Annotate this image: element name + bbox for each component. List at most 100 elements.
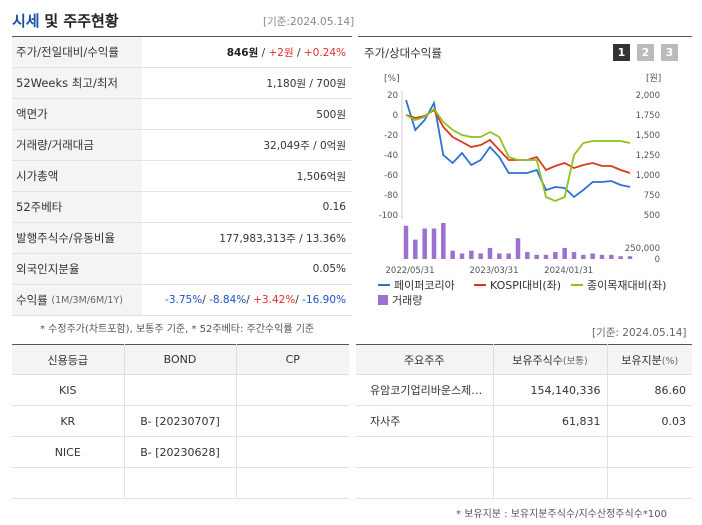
summary-label: 52주베타 <box>12 192 142 222</box>
chart-page-1-button[interactable]: 1 <box>613 44 630 61</box>
volume-bar <box>618 256 623 259</box>
series-line-0 <box>405 99 631 199</box>
chart-page-2-button[interactable]: 2 <box>637 44 654 61</box>
table-row <box>356 436 692 468</box>
volume-bar <box>534 254 539 259</box>
table-row: KIS <box>12 374 349 406</box>
x-tick-label: 2022/05/31 <box>386 266 435 276</box>
y-left-tick-label: -80 <box>384 191 398 201</box>
summary-row-shares: 발행주식수/유동비율 177,983,313주 / 13.36% <box>12 223 352 254</box>
y-right-tick-label: 1,250 <box>636 151 660 161</box>
series-line-2 <box>405 107 631 202</box>
column-header: 보유지분(%) <box>607 344 692 375</box>
legend-swatch <box>571 284 583 286</box>
volume-bar <box>515 238 521 259</box>
summary-row-par-value: 액면가 500원 <box>12 99 352 130</box>
volume-bar <box>599 254 605 259</box>
summary-row-52weeks: 52Weeks 최고/최저 1,180원 / 700원 <box>12 68 352 99</box>
table-header-row: 신용등급 BOND CP <box>12 344 349 375</box>
section-title-main: 시세 <box>12 12 40 30</box>
y-right-tick-label: 1,000 <box>636 171 660 181</box>
volume-bar <box>609 254 614 259</box>
volume-bar <box>590 253 595 259</box>
legend-swatch <box>378 295 388 305</box>
table-cell <box>356 467 494 499</box>
holders-reference-date: [기준: 2024.05.14] <box>592 327 687 339</box>
volume-bar <box>497 253 502 259</box>
reference-date: [기준:2024.05.14] <box>263 16 355 28</box>
column-header: 주요주주 <box>356 344 494 375</box>
table-cell <box>12 467 125 499</box>
volume-tick-label: 250,000 <box>625 244 660 254</box>
y-left-tick-label: 20 <box>387 91 398 101</box>
return-1m: -3.75% <box>165 294 203 306</box>
table-cell <box>493 467 608 499</box>
table-cell <box>236 374 349 406</box>
table-row <box>356 467 692 499</box>
summary-value: 0.16 <box>322 201 346 213</box>
price-value: 846원 <box>226 46 259 59</box>
table-cell <box>607 436 692 468</box>
table-cell: B- [20230628] <box>124 436 237 468</box>
table-cell: 0.03 <box>607 405 692 437</box>
right-axis-unit: [원] <box>646 73 661 84</box>
summary-row-market-cap: 시가총액 1,506억원 <box>12 161 352 192</box>
table-cell <box>236 467 349 499</box>
legend-swatch <box>378 284 390 286</box>
summary-row-foreign: 외국인지분율 0.05% <box>12 254 352 285</box>
left-axis-unit: [%] <box>384 74 400 84</box>
table-row: NICE B- [20230628] <box>12 436 349 468</box>
volume-tick-label: 0 <box>655 255 660 265</box>
table-row: KR B- [20230707] <box>12 405 349 437</box>
y-right-tick-label: 1,500 <box>636 131 660 141</box>
summary-value: 1,506억원 <box>296 170 346 183</box>
table-cell: KIS <box>12 374 125 406</box>
return-1y: -16.90% <box>302 294 346 306</box>
x-tick-label: 2024/01/31 <box>544 266 593 276</box>
volume-bar <box>441 223 446 259</box>
table-cell <box>124 467 237 499</box>
y-right-tick-label: 750 <box>644 191 660 201</box>
y-left-tick-label: -60 <box>384 171 398 181</box>
return-3m: -8.84% <box>209 294 247 306</box>
table-cell: B- [20230707] <box>124 405 237 437</box>
volume-bar <box>413 239 418 259</box>
table-cell <box>493 436 608 468</box>
y-left-tick-label: -100 <box>379 211 398 221</box>
summary-value: 0.05% <box>312 263 346 275</box>
column-header: 신용등급 <box>12 344 125 375</box>
summary-note: * 수정주가(차트포함), 보통주 기준, * 52주베타: 주간수익률 기준 <box>40 324 315 335</box>
chart-plot: [%] [원] 20 0 -20 -40 -60 -80 -100 2,000 1,750 1,500… <box>379 73 662 276</box>
volume-bar <box>478 253 483 259</box>
table-cell <box>607 467 692 499</box>
table-cell: KR <box>12 405 125 437</box>
volume-bar <box>562 247 567 259</box>
table-cell <box>124 374 237 406</box>
column-header: CP <box>236 344 349 375</box>
legend-swatch <box>474 284 486 286</box>
price-change: +2원 <box>268 46 294 59</box>
legend-item-paper: 종이목재대비(좌) <box>571 277 666 293</box>
table-cell: 154,140,336 <box>493 374 608 406</box>
y-right-tick-label: 2,000 <box>636 91 660 101</box>
volume-bar <box>403 225 409 259</box>
price-chart-panel: 주가/상대수익률 1 2 3 [%] [원] 20 0 -20 -40 -60 -80 -100… <box>358 36 692 311</box>
summary-label: 발행주식수/유동비율 <box>12 223 142 253</box>
volume-bar <box>525 252 530 259</box>
table-header-row: 주요주주 보유주식수(보통) 보유지분(%) <box>356 344 692 375</box>
table-row: 유암코기업리바운스제… 154,140,336 86.60 <box>356 374 692 406</box>
table-cell: 61,831 <box>493 405 608 437</box>
y-left-tick-label: 0 <box>393 111 398 121</box>
return-6m: +3.42% <box>253 294 296 306</box>
volume-bar <box>553 252 558 259</box>
summary-label: 액면가 <box>12 99 142 129</box>
summary-label: 시가총액 <box>12 161 142 191</box>
legend-item-volume: 거래량 <box>378 292 422 308</box>
table-cell <box>236 436 349 468</box>
section-title-sub: 및 주주현황 <box>44 12 119 30</box>
chart-page-3-button[interactable]: 3 <box>661 44 678 61</box>
price-rate: +0.24% <box>303 46 346 59</box>
summary-row-beta: 52주베타 0.16 <box>12 192 352 223</box>
volume-bar <box>422 228 427 259</box>
table-cell <box>236 405 349 437</box>
